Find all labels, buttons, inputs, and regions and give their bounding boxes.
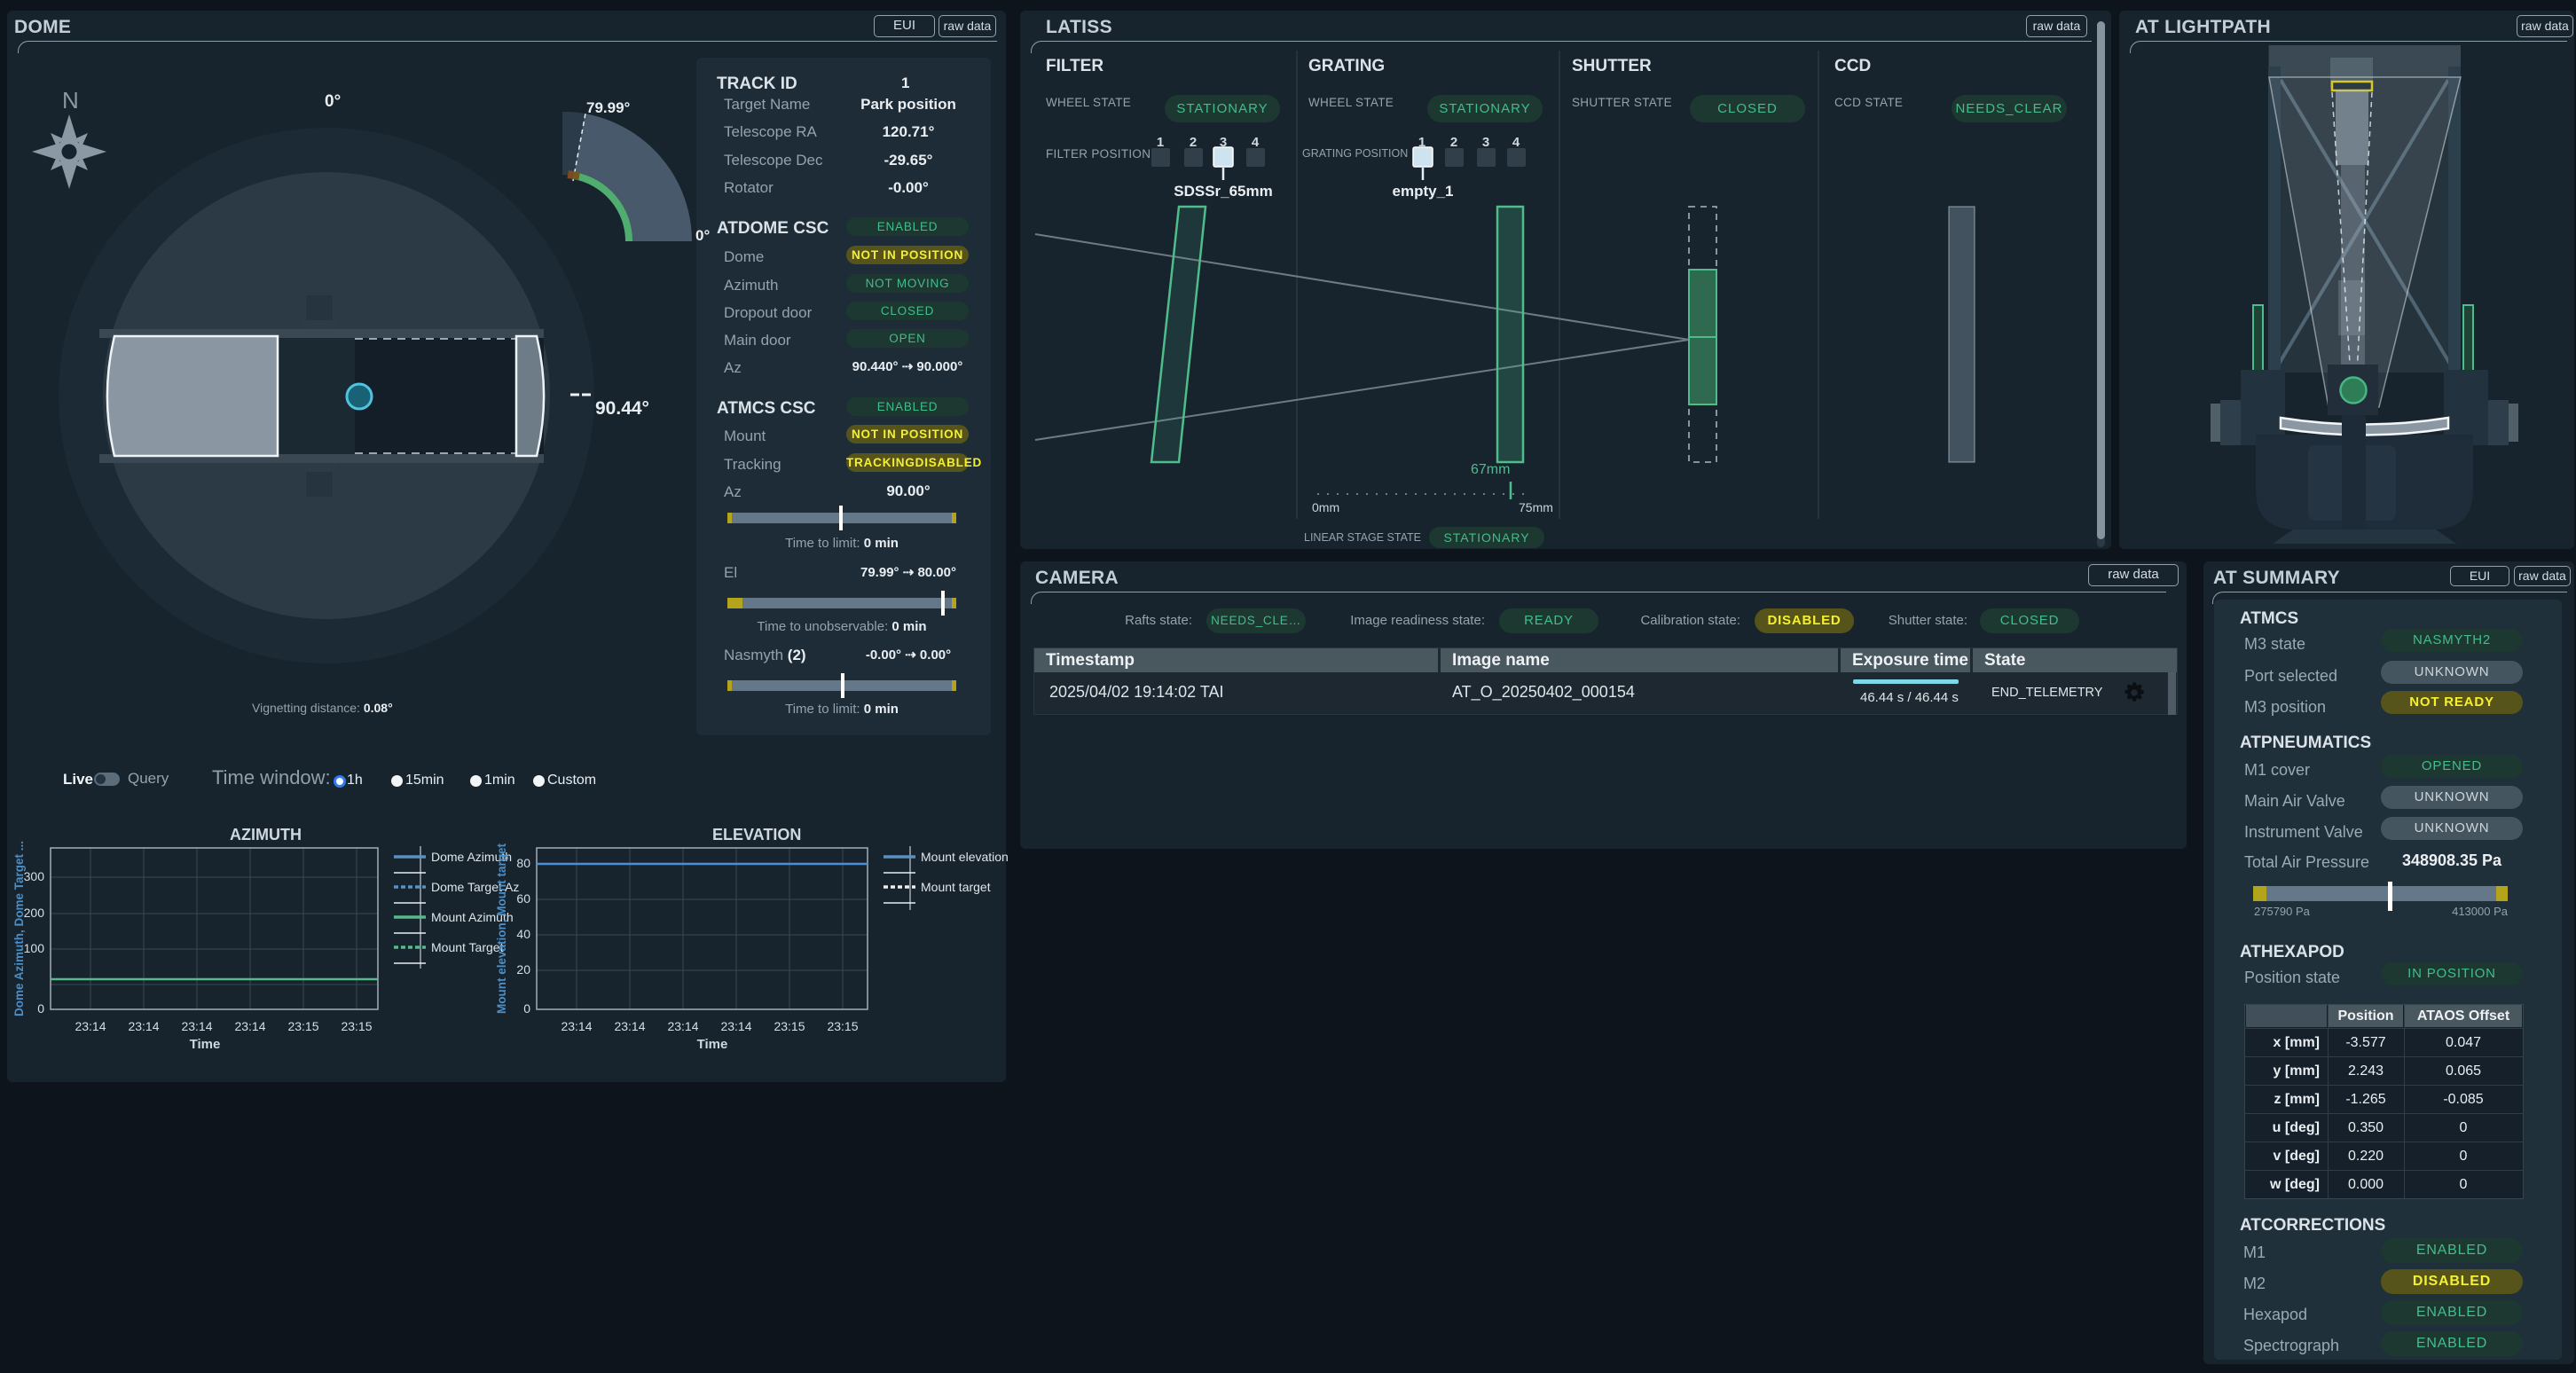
svg-text:Time: Time	[190, 1037, 221, 1052]
svg-text:Dome Azimuth, Dome Target ...: Dome Azimuth, Dome Target ...	[12, 841, 26, 1016]
svg-text:Mount Azimuth: Mount Azimuth	[431, 910, 514, 924]
svg-text:23:15: 23:15	[341, 1019, 372, 1033]
svg-text:20: 20	[516, 962, 530, 977]
svg-text:1: 1	[1418, 135, 1425, 150]
svg-text:23:14: 23:14	[614, 1019, 645, 1033]
svg-text:23:14: 23:14	[561, 1019, 592, 1033]
svg-text:4: 4	[1512, 135, 1520, 150]
svg-text:23:14: 23:14	[128, 1019, 159, 1033]
svg-text:empty_1: empty_1	[1393, 183, 1454, 200]
svg-text:23:15: 23:15	[774, 1019, 805, 1033]
svg-text:1: 1	[1157, 135, 1164, 150]
svg-text:SDSSr_65mm: SDSSr_65mm	[1174, 183, 1273, 200]
svg-text:Dome Azimuth: Dome Azimuth	[431, 850, 512, 864]
svg-text:200: 200	[24, 906, 45, 920]
svg-text:3: 3	[1482, 135, 1489, 150]
svg-text:75mm: 75mm	[1519, 500, 1553, 514]
svg-text:23:14: 23:14	[181, 1019, 212, 1033]
svg-text:23:14: 23:14	[667, 1019, 698, 1033]
svg-text:Dome Target Az: Dome Target Az	[431, 880, 519, 894]
svg-text:23:14: 23:14	[720, 1019, 751, 1033]
svg-text:300: 300	[24, 869, 45, 883]
svg-text:0: 0	[523, 1001, 530, 1016]
svg-text:67mm: 67mm	[1471, 462, 1510, 477]
svg-text:23:14: 23:14	[234, 1019, 265, 1033]
svg-text:0mm: 0mm	[1312, 500, 1339, 514]
svg-text:80: 80	[516, 856, 530, 870]
svg-text:23:15: 23:15	[287, 1019, 318, 1033]
svg-text:60: 60	[516, 891, 530, 906]
svg-text:4: 4	[1252, 135, 1260, 150]
svg-text:Mount elevation, Mount target: Mount elevation, Mount target	[495, 843, 508, 1014]
svg-text:Mount target: Mount target	[921, 880, 991, 894]
svg-text:40: 40	[516, 927, 530, 941]
svg-text:Time: Time	[697, 1037, 728, 1052]
svg-text:23:15: 23:15	[827, 1019, 858, 1033]
svg-text:N: N	[62, 87, 79, 114]
svg-text:Mount Target: Mount Target	[431, 940, 504, 954]
svg-text:100: 100	[24, 941, 45, 955]
svg-text:0: 0	[37, 1001, 44, 1016]
svg-text:Mount elevation: Mount elevation	[921, 850, 1009, 864]
svg-text:23:14: 23:14	[75, 1019, 106, 1033]
svg-text:2: 2	[1190, 135, 1197, 150]
svg-text:2: 2	[1450, 135, 1457, 150]
svg-text:3: 3	[1220, 135, 1227, 150]
